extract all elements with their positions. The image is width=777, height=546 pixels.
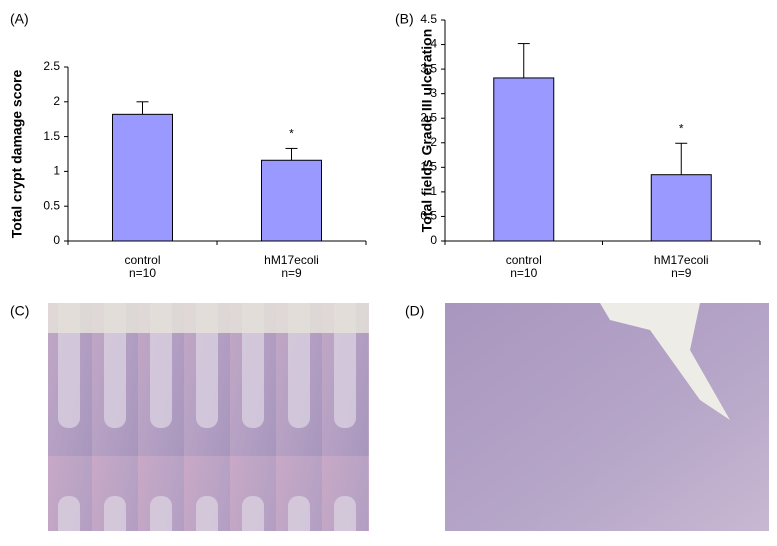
significance-marker: * — [679, 121, 684, 135]
panel-label: (A) — [10, 11, 29, 27]
x-tick-label: hM17ecoli — [264, 253, 319, 267]
sample-size: n=9 — [671, 266, 692, 280]
bar — [493, 77, 555, 242]
y-tick-label: 3.5 — [420, 61, 437, 75]
x-tick-label: control — [124, 253, 160, 267]
y-tick-label: 0.5 — [43, 198, 60, 212]
image-background — [48, 303, 369, 333]
x-tick-label: hM17ecoli — [654, 253, 709, 267]
y-tick-label: 0 — [53, 233, 60, 247]
y-tick-label: 2.5 — [420, 110, 437, 124]
sample-size: n=10 — [510, 266, 537, 280]
y-tick-label: 1 — [430, 184, 437, 198]
y-axis-label: Total fields Grade III ulceration — [419, 29, 435, 233]
y-axis-label: Total crypt damage score — [9, 70, 25, 239]
y-tick-label: 0 — [430, 233, 437, 247]
y-tick-label: 4.5 — [420, 12, 437, 26]
y-tick-label: 2.5 — [43, 59, 60, 73]
bar — [112, 113, 173, 242]
bar — [261, 159, 322, 242]
bar — [650, 174, 712, 242]
y-tick-label: 1.5 — [43, 129, 60, 143]
y-tick-label: 4 — [430, 37, 437, 51]
panel-label: (B) — [395, 11, 414, 27]
y-tick-label: 3 — [430, 86, 437, 100]
sample-size: n=9 — [281, 266, 302, 280]
histology-image-d — [445, 303, 769, 531]
panel-label: (D) — [405, 303, 424, 319]
sample-size: n=10 — [129, 266, 156, 280]
y-tick-label: 2 — [53, 94, 60, 108]
y-tick-label: 2 — [430, 135, 437, 149]
x-tick-label: control — [506, 253, 542, 267]
y-tick-label: 1 — [53, 164, 60, 178]
panel-label: (C) — [10, 303, 29, 319]
significance-marker: * — [289, 127, 294, 141]
histology-image-c — [48, 303, 369, 531]
y-tick-label: 1.5 — [420, 160, 437, 174]
image-background — [600, 303, 730, 420]
y-tick-label: 0.5 — [420, 209, 437, 223]
